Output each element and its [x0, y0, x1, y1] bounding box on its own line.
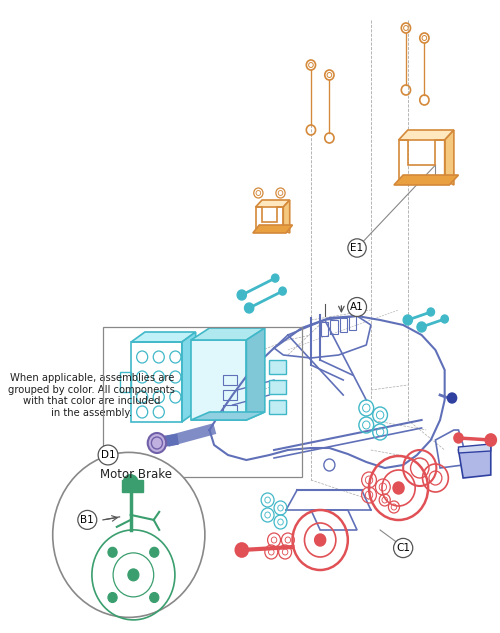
Polygon shape [182, 332, 196, 422]
Bar [122, 480, 142, 492]
Circle shape [124, 475, 138, 491]
Polygon shape [398, 130, 454, 140]
Polygon shape [256, 200, 290, 207]
Polygon shape [253, 225, 292, 233]
Circle shape [427, 308, 434, 316]
Text: A1: A1 [350, 302, 364, 312]
Text: D1: D1 [100, 450, 116, 460]
Bar [224, 390, 237, 400]
Polygon shape [444, 130, 454, 185]
Circle shape [236, 543, 248, 557]
Circle shape [244, 303, 254, 313]
Circle shape [272, 274, 279, 282]
Polygon shape [90, 550, 118, 578]
Circle shape [454, 433, 463, 443]
Circle shape [403, 315, 412, 325]
Text: Motor Brake: Motor Brake [100, 468, 172, 481]
Circle shape [108, 592, 117, 603]
Polygon shape [284, 200, 290, 233]
Circle shape [237, 290, 246, 300]
Polygon shape [191, 328, 265, 340]
Bar [270, 380, 286, 394]
Circle shape [485, 434, 496, 446]
Text: E1: E1 [350, 243, 364, 253]
Bar [224, 375, 237, 385]
Circle shape [314, 534, 326, 546]
Circle shape [108, 548, 117, 557]
Polygon shape [458, 447, 491, 478]
Text: B1: B1 [80, 515, 94, 525]
Text: When applicable, assemblies are
grouped by color. All components
with that color: When applicable, assemblies are grouped … [8, 373, 175, 418]
Bar [270, 400, 286, 414]
Bar [330, 320, 338, 334]
Circle shape [52, 453, 205, 617]
Polygon shape [394, 175, 458, 185]
Circle shape [441, 315, 448, 323]
Polygon shape [191, 340, 246, 420]
Bar [104, 327, 302, 477]
Circle shape [417, 322, 426, 332]
Circle shape [128, 569, 139, 581]
Polygon shape [246, 328, 265, 420]
Bar [349, 316, 356, 330]
Circle shape [150, 548, 159, 557]
Text: C1: C1 [396, 543, 410, 553]
Circle shape [393, 482, 404, 494]
Circle shape [150, 592, 159, 603]
Polygon shape [191, 412, 265, 420]
Bar [340, 318, 347, 332]
Circle shape [448, 393, 456, 403]
Circle shape [279, 287, 286, 295]
Bar [270, 360, 286, 374]
Polygon shape [458, 444, 491, 453]
Bar [224, 405, 237, 415]
Polygon shape [131, 332, 196, 342]
Circle shape [148, 433, 166, 453]
Bar [321, 322, 328, 336]
